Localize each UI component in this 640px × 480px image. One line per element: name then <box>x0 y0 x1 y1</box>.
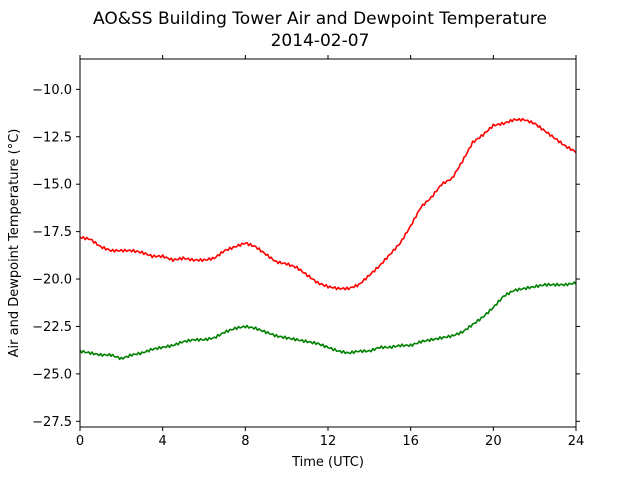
y-tick-label: −20.0 <box>32 273 72 288</box>
x-tick-label: 8 <box>241 434 249 449</box>
series-line-1 <box>79 281 577 361</box>
axis-ticks: 0 4 8 12 16 20 24 −27.5 −25.0 −22.5 −20.0 −17.5 −15.… <box>32 55 584 449</box>
chart-subtitle: 2014-02-07 <box>271 31 370 51</box>
x-axis-label: Time (UTC) <box>291 455 364 470</box>
y-tick-label: −12.5 <box>32 130 72 145</box>
y-tick-label: −22.5 <box>32 320 72 335</box>
x-tick-label: 12 <box>320 434 337 449</box>
series-lines <box>79 117 577 361</box>
y-tick-label: −17.5 <box>32 225 72 240</box>
y-tick-label: −10.0 <box>32 83 72 98</box>
y-tick-label: −27.5 <box>32 415 72 430</box>
x-tick-label: 4 <box>159 434 167 449</box>
x-tick-label: 20 <box>485 434 502 449</box>
series-line-0 <box>79 117 577 291</box>
y-axis-label: Air and Dewpoint Temperature (°C) <box>7 129 22 358</box>
y-tick-label: −15.0 <box>32 178 72 193</box>
x-tick-label: 24 <box>568 434 585 449</box>
x-tick-label: 0 <box>76 434 84 449</box>
chart-title: AO&SS Building Tower Air and Dewpoint Te… <box>93 9 547 29</box>
x-tick-label: 16 <box>402 434 419 449</box>
plot-frame <box>79 58 577 428</box>
y-tick-label: −25.0 <box>32 367 72 382</box>
